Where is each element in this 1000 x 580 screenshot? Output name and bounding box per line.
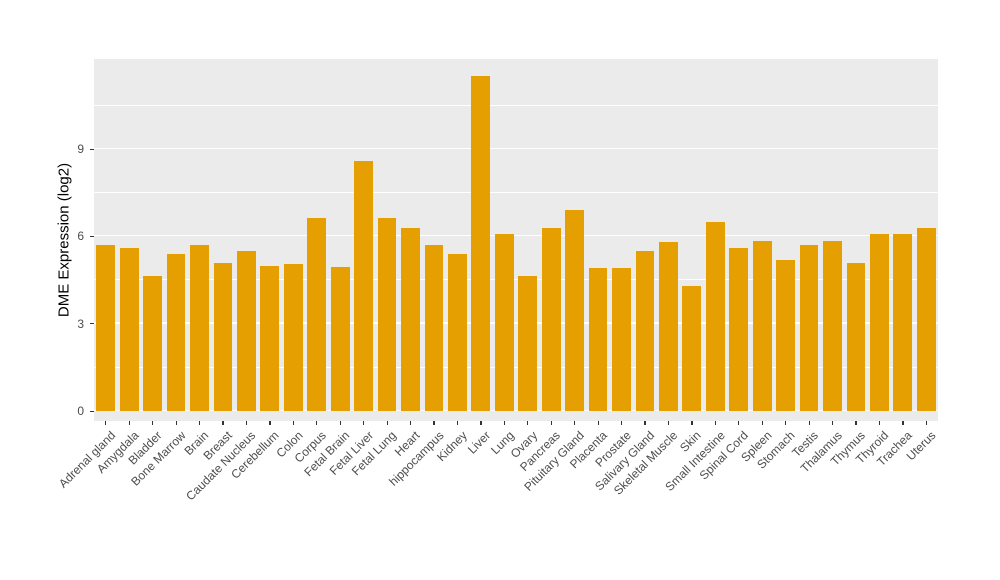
y-tick-label: 9 [77, 142, 84, 157]
bar [659, 242, 678, 411]
x-tick-mark [363, 421, 365, 425]
bar [635, 251, 655, 411]
x-tick-mark [714, 421, 716, 425]
bar [119, 248, 139, 411]
x-tick-mark [105, 421, 107, 425]
x-tick-mark [245, 421, 248, 425]
y-tick-mark [90, 323, 94, 325]
bar [96, 245, 116, 411]
x-tick-mark [199, 421, 201, 425]
bar [448, 253, 467, 411]
x-tick-mark [902, 421, 904, 425]
bar [705, 221, 725, 411]
x-tick-mark [761, 421, 763, 425]
x-tick-mark [878, 421, 881, 425]
y-tick-label: 3 [77, 316, 84, 331]
plot-panel [94, 59, 938, 421]
bar [565, 210, 584, 411]
x-tick-mark [128, 421, 130, 425]
bar [190, 245, 209, 411]
bar [260, 265, 280, 411]
bar [541, 227, 561, 411]
bar [916, 227, 936, 411]
x-tick-mark [269, 421, 271, 425]
gridline-major [94, 234, 938, 237]
bar [518, 275, 538, 411]
x-tick-mark [433, 421, 435, 425]
bar [494, 233, 514, 411]
x-tick-mark [386, 421, 388, 425]
bar [471, 76, 491, 411]
x-tick-mark [644, 421, 646, 425]
bar [893, 233, 913, 411]
x-tick-mark [855, 421, 857, 425]
x-tick-mark [691, 421, 693, 425]
gridline-major [94, 409, 938, 411]
bar [213, 262, 233, 411]
x-tick-mark [316, 421, 318, 425]
y-tick-mark [90, 410, 94, 412]
gridline-major [94, 147, 938, 150]
x-tick-mark [808, 421, 810, 425]
gridline-minor [94, 192, 938, 193]
bar [588, 268, 608, 411]
x-tick-mark [222, 421, 224, 425]
y-tick-label: 6 [77, 229, 84, 244]
x-tick-mark [152, 421, 154, 425]
gridline-minor [94, 366, 938, 368]
bar [682, 285, 702, 411]
x-tick-mark [410, 421, 412, 425]
x-tick-mark [597, 421, 599, 425]
bar [799, 245, 819, 411]
x-tick-mark [503, 421, 505, 425]
gridline-minor [94, 104, 938, 106]
x-tick-mark [527, 421, 529, 425]
gridline-major [94, 322, 938, 324]
x-tick-mark [621, 421, 623, 425]
bar [752, 240, 772, 411]
gridline-minor [94, 279, 938, 281]
x-tick-mark [925, 421, 927, 425]
y-tick-mark [90, 148, 94, 150]
bar [237, 251, 256, 411]
x-tick-mark [785, 421, 787, 425]
bar [166, 253, 186, 411]
bar [424, 245, 444, 411]
x-tick-mark [175, 421, 177, 425]
x-tick-mark [292, 421, 294, 425]
x-tick-mark [339, 421, 341, 425]
x-tick-mark [480, 421, 482, 425]
bar [612, 268, 631, 411]
bar [776, 259, 795, 411]
x-tick-mark [832, 421, 834, 425]
bar [401, 227, 420, 411]
x-tick-label: Liver [464, 428, 494, 457]
x-tick-mark [738, 421, 740, 425]
x-tick-mark [667, 421, 670, 425]
bar [330, 267, 350, 411]
x-tick-mark [550, 421, 552, 425]
bar [846, 262, 866, 411]
bar [354, 160, 373, 411]
x-tick-mark [456, 421, 459, 425]
bar [870, 233, 889, 411]
bar [377, 217, 397, 411]
bar [283, 264, 303, 411]
bar [729, 248, 749, 411]
bar [143, 275, 162, 411]
x-tick-mark [574, 421, 576, 425]
bar [823, 240, 842, 411]
y-tick-mark [90, 235, 94, 238]
bar [307, 217, 327, 411]
y-tick-label: 0 [77, 404, 84, 418]
